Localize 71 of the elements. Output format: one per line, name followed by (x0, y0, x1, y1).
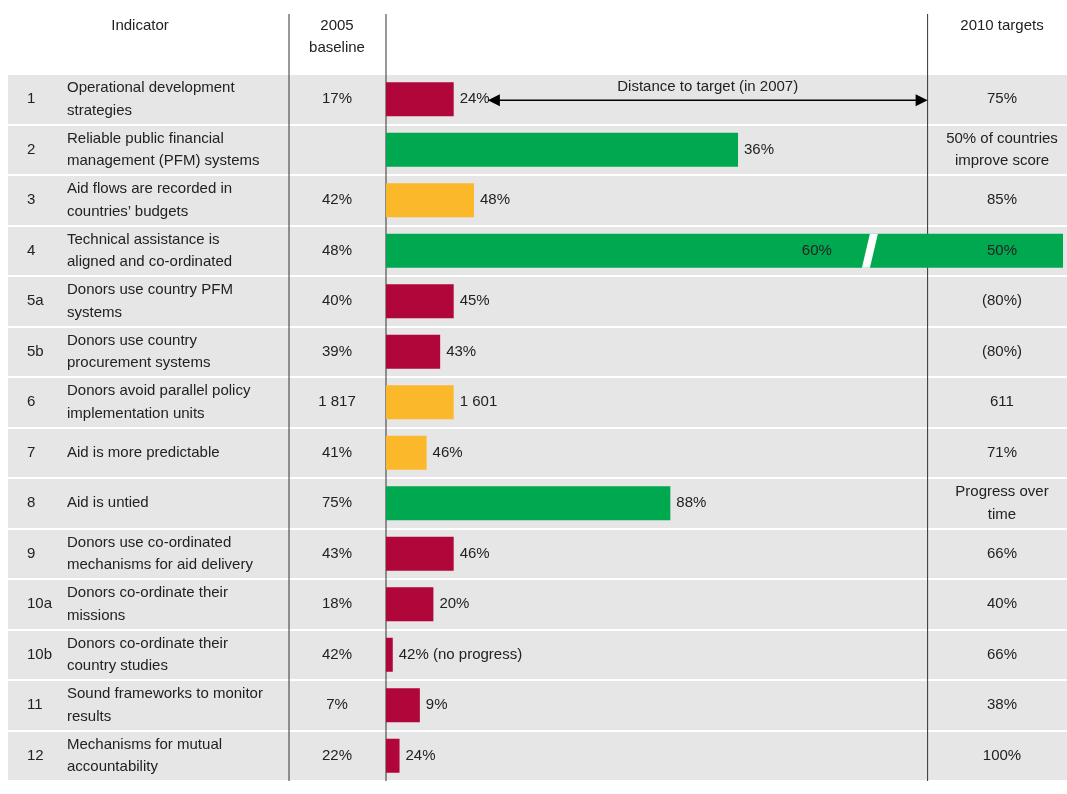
annotation: 45% (459, 291, 490, 309)
annotation: 20% (439, 594, 470, 612)
bar (386, 435, 427, 470)
annotation: 36% (744, 139, 775, 157)
annotation: (80%) (981, 291, 1023, 309)
annotation: 38% (986, 695, 1018, 713)
category-label: 6 Donors avoid parallel policy implementation units (27, 380, 251, 421)
text: 22% (321, 745, 353, 763)
annotation: 24% (459, 89, 490, 107)
bar (386, 82, 454, 117)
annotation: 100% (982, 745, 1022, 763)
annotation: 66% (986, 644, 1018, 662)
bar (386, 385, 454, 420)
bar (386, 738, 400, 773)
annotation: 46% (459, 543, 490, 561)
category-label: 1 Operational development strategies (27, 77, 235, 118)
annotation: Distance to target (in 2007) (617, 76, 799, 94)
text: 2005 baseline (309, 15, 365, 56)
bar (386, 486, 671, 521)
category-label: 8 Aid is untied (27, 493, 149, 511)
bar (386, 334, 441, 369)
annotation: 50% (986, 240, 1018, 258)
annotation: 9% (425, 695, 448, 713)
bar (386, 233, 1063, 268)
annotation: 24% (405, 745, 436, 763)
bar (386, 132, 739, 167)
text: 42% (321, 644, 353, 662)
category-label: 12 Mechanisms for mutual accountability (27, 734, 223, 774)
category-label: 7 Aid is more predictable (27, 442, 220, 460)
annotation: 50% of countries improve score (946, 128, 1058, 168)
bar (386, 284, 454, 319)
annotation: 42% (no progress) (398, 644, 523, 662)
annotation: 48% (480, 190, 511, 208)
text: 41% (321, 442, 353, 460)
annotation: 71% (986, 442, 1018, 460)
category-label: 11 Sound frameworks to monitor results (27, 683, 263, 724)
text: 42% (321, 190, 353, 208)
bar (386, 536, 454, 571)
text: 39% (321, 341, 353, 359)
annotation: 1 601 (459, 392, 498, 410)
text: 7% (326, 695, 348, 713)
annotation: 611 (990, 392, 1014, 410)
bar (386, 587, 434, 622)
category-label: 9 Donors use co-ordinated mechanisms for aid delivery (27, 532, 253, 572)
category-label: 3 Aid flows are recorded in countries’ budgets (27, 178, 233, 219)
text: 17% (321, 89, 353, 107)
text: 18% (321, 594, 353, 612)
category-label: 5a Donors use country PFM systems (27, 279, 233, 320)
text: 2010 targets (960, 15, 1044, 33)
text: Indicator (111, 15, 169, 33)
bar (386, 183, 475, 218)
annotation: 60% (801, 240, 832, 258)
text: 40% (321, 291, 353, 309)
category-label: 5b Donors use country procurement systems (27, 330, 211, 370)
bar (386, 688, 420, 723)
text: 48% (321, 240, 353, 258)
annotation: 75% (986, 89, 1018, 107)
annotation: 46% (432, 442, 463, 460)
annotation: 40% (986, 594, 1018, 612)
annotation: 85% (986, 190, 1018, 208)
annotation: (80%) (981, 341, 1023, 359)
text: 75% (321, 493, 353, 511)
annotation: Progress over time (955, 481, 1049, 522)
category-label: 2 Reliable public financial management (PFM) systems (27, 128, 260, 168)
bar (386, 637, 393, 672)
annotation: 43% (446, 341, 477, 359)
text: 43% (321, 543, 353, 561)
annotation: 66% (986, 543, 1018, 561)
annotation: 88% (676, 493, 707, 511)
text: 1 817 (318, 392, 356, 410)
category-label: 4 Technical assistance is aligned and co-ordinated (27, 229, 233, 269)
